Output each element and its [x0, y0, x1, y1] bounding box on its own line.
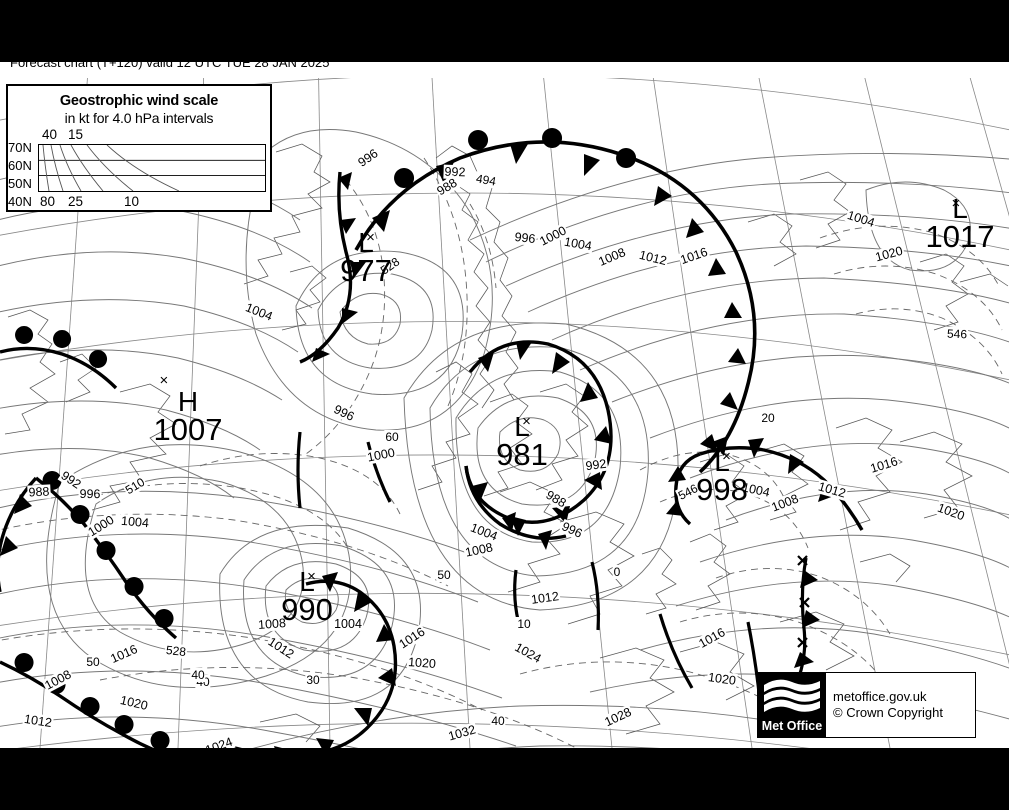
pressure-centre-type-label: L	[714, 446, 730, 477]
cold-front-l990	[211, 572, 398, 748]
legend-lat-50n: 50N	[8, 176, 32, 191]
wind-tick-label-40-4: 40	[190, 668, 206, 682]
isobar-label-996-18: 996	[78, 486, 102, 502]
pressure-centre-h-1007: × H 1007	[153, 373, 223, 447]
wind-tick-label-20-10: 20	[760, 411, 776, 425]
pressure-centre-value: 981	[496, 437, 548, 472]
website-url: metoffice.gov.uk	[833, 689, 927, 704]
chart-graphics	[0, 62, 1009, 748]
bottom-black-band	[0, 748, 1009, 810]
wind-tick-label-30-5: 30	[305, 673, 321, 687]
legend-lat-60n: 60N	[8, 158, 32, 173]
coastlines	[4, 143, 1009, 743]
page-title: Forecast chart (T+120) valid 12 UTC TUE …	[10, 62, 330, 70]
legend-bottom-value-80: 80	[40, 194, 56, 209]
pressure-centre-type-label: L	[514, 411, 530, 442]
pressure-centre-l-990: × L 990	[281, 566, 333, 627]
warm-front-l998	[699, 436, 864, 531]
pressure-centre-l-977: × L 977	[340, 227, 392, 288]
legend-bottom-value-10: 10	[124, 194, 140, 209]
pressure-centre-value: 990	[281, 592, 333, 627]
pressure-centre-type-label: H	[177, 386, 199, 417]
isobar-label-1004-20: 1004	[119, 513, 151, 531]
met-office-wordmark: Met Office	[761, 719, 823, 733]
legend-subtitle: in kt for 4.0 hPa intervals	[64, 110, 214, 126]
wind-tick-label-0-9: 0	[612, 565, 622, 579]
thickness-label-528-3: 528	[164, 642, 188, 660]
pressure-centre-value: 1007	[153, 412, 223, 447]
thickness-label-546-1: 546	[945, 326, 969, 342]
pressure-centre-x-marker: ×	[159, 372, 169, 389]
cold-front-1	[299, 171, 366, 364]
cold-front-lowerleft	[0, 476, 38, 592]
isobar-label-1020-37: 1020	[406, 654, 438, 672]
front-l998-hook	[666, 452, 701, 526]
pressure-centre-x-marker: ×	[951, 195, 961, 212]
legend-top-value-40: 40	[42, 127, 58, 142]
pressure-centre-x-marker: ×	[366, 229, 375, 246]
isobar-label-992-14: 992	[583, 456, 609, 474]
geostrophic-wind-scale-legend: Geostrophic wind scale in kt for 4.0 hPa…	[6, 84, 272, 212]
chart-title-strip: Forecast chart (T+120) valid 12 UTC TUE …	[0, 62, 1009, 78]
isobar-label-996-3: 996	[512, 229, 538, 247]
legend-lat-40n: 40N	[8, 194, 32, 209]
logo-text-block: metoffice.gov.uk © Crown Copyright	[826, 673, 975, 737]
top-black-band	[0, 0, 1009, 62]
wind-tick-label-50-2: 50	[85, 655, 101, 669]
warm-front-lowerleft	[34, 471, 178, 640]
pressure-centre-l-998: × L 998	[696, 446, 748, 507]
legend-bottom-value-25: 25	[68, 194, 84, 209]
wind-tick-label-60-0: 60	[384, 430, 400, 444]
pressure-centre-x-marker: ×	[307, 568, 316, 585]
pressure-centre-type-label: L	[299, 566, 315, 597]
pressure-centre-x-marker: ×	[722, 448, 731, 465]
pressure-centre-x-marker: ×	[522, 413, 531, 430]
legend-title: Geostrophic wind scale	[59, 93, 219, 109]
pressure-centre-value: 977	[340, 253, 392, 288]
pressure-centre-type-label: L	[358, 227, 374, 258]
isobars	[0, 129, 1009, 748]
isobar-label-1004-35: 1004	[333, 617, 363, 631]
wind-tick-label-40-6: 40	[490, 714, 506, 728]
pressure-centre-l-981: × L 981	[496, 411, 548, 472]
met-office-logo: Met Office metoffice.gov.uk © Crown Copy…	[757, 672, 976, 738]
legend-lat-70n: 70N	[8, 140, 32, 155]
wind-tick-label-10-8: 10	[516, 617, 532, 631]
pressure-centre-l-1017: × L 1017	[925, 193, 995, 254]
wind-tick-label-50-1: 50	[436, 568, 452, 582]
surface-pressure-chart: 996 992 988 996 1000 1004 1008 1012 1016 1004 1020…	[0, 62, 1009, 748]
pressure-centre-type-label: L	[952, 193, 968, 224]
legend-grid	[38, 144, 266, 192]
pressure-centre-value: 1017	[925, 219, 995, 254]
pressure-centre-value: 998	[696, 472, 748, 507]
cold-front-l981-inner	[464, 465, 567, 550]
isobar-label-988-16: 988	[27, 484, 51, 500]
met-office-wave-icon: Met Office	[758, 673, 826, 737]
copyright-notice: © Crown Copyright	[833, 705, 944, 720]
occluded-front-l981	[464, 340, 613, 536]
legend-top-value-15: 15	[68, 127, 84, 142]
warm-front-upperleft	[0, 326, 118, 390]
